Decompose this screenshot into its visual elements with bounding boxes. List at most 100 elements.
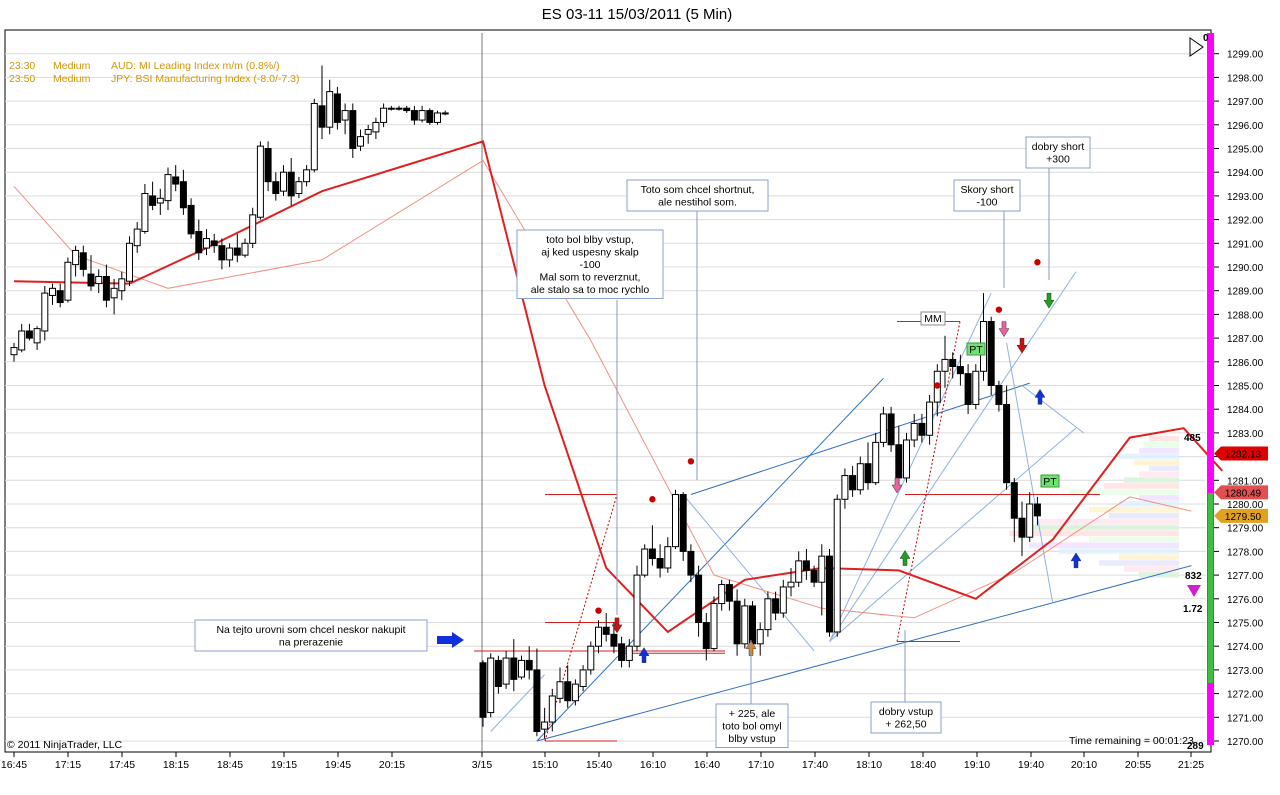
- x-tick-label: 15:10: [532, 759, 558, 771]
- news-impact-2: Medium: [53, 73, 91, 85]
- candle-body: [1033, 503, 1041, 517]
- candle-body: [656, 558, 664, 569]
- annotation-dobry-short-box: [1025, 136, 1091, 169]
- candle-body: [741, 605, 749, 645]
- candle-body: [856, 463, 864, 491]
- candle-body: [818, 555, 826, 583]
- news-panel: 23:30 Medium AUD: MI Leading Index m/m (…: [9, 60, 300, 85]
- y-tick-label: 1284.00: [1227, 405, 1264, 416]
- price-labels: 1282.13 1280.49 1279.50: [1214, 446, 1268, 523]
- candle-body: [764, 598, 772, 631]
- x-tick-label: 18:45: [217, 759, 243, 771]
- dot-marker: [687, 458, 695, 465]
- candle-body: [179, 181, 187, 209]
- candle-body: [418, 110, 426, 121]
- y-tick-label: 1286.00: [1227, 358, 1264, 369]
- volume-profile-bar: [1124, 566, 1179, 572]
- y-tick-label: 1272.00: [1227, 690, 1264, 701]
- x-tick-label: 16:45: [1, 759, 27, 771]
- price-label-box: [1214, 508, 1268, 523]
- trend-line: [1006, 342, 1054, 604]
- volume-profile-bar: [1144, 441, 1179, 448]
- candle-body: [749, 605, 756, 645]
- mm-label-box: [920, 311, 946, 326]
- candle-body: [172, 176, 180, 185]
- fib-line: [544, 494, 618, 742]
- candle-body: [502, 657, 510, 685]
- arrow-down-icon: [998, 321, 1010, 338]
- volume-profile-bar: [1069, 489, 1179, 495]
- candle-body: [602, 626, 610, 635]
- dot-marker: [995, 306, 1003, 313]
- y-tick-label: 1295.00: [1227, 145, 1264, 156]
- x-tick-label: 20:55: [1125, 759, 1151, 771]
- play-icon[interactable]: [1189, 37, 1204, 57]
- annotation-blby-vstup-text: ale stalo sa to moc rychlo: [531, 284, 650, 296]
- candle-body: [410, 110, 418, 121]
- candle-body: [341, 110, 349, 121]
- candle-body: [249, 214, 257, 244]
- candle-body: [79, 252, 87, 270]
- candle-body: [787, 581, 795, 588]
- annotation-shortnut-text: ale nestihol som.: [658, 197, 737, 209]
- candle-body: [533, 669, 541, 733]
- candle-body: [56, 290, 64, 304]
- candle-body: [733, 600, 741, 645]
- x-tick-label: 19:10: [964, 759, 990, 771]
- candle-body: [702, 622, 710, 650]
- candle-body: [579, 669, 587, 687]
- candle-body: [226, 247, 234, 261]
- candle-body: [587, 645, 595, 671]
- price-label-box: [1214, 485, 1268, 500]
- candle-body: [118, 278, 126, 292]
- candle-body: [548, 695, 556, 723]
- pt-label-box: [966, 342, 986, 356]
- trend-line: [682, 494, 815, 652]
- candle-body: [318, 105, 326, 128]
- annotation-nakupit-text: na prerazenie: [279, 637, 343, 649]
- candle-body: [849, 475, 857, 491]
- price-label-box: [1214, 446, 1268, 461]
- volume-profile-bar: [1119, 501, 1179, 507]
- x-tick-label: 16:10: [640, 759, 666, 771]
- annotation-skory-short-text: -100: [976, 197, 997, 209]
- candle-body: [233, 247, 241, 256]
- candle-body: [795, 560, 803, 583]
- volume-profile-bar: [1099, 560, 1179, 566]
- trend-line: [536, 565, 1192, 742]
- volume-profile-bar: [1089, 536, 1179, 543]
- dot-marker: [934, 382, 941, 389]
- side-value-mid: 832: [1185, 571, 1202, 582]
- volume-profile-bar: [1149, 435, 1179, 442]
- candle-body: [648, 548, 656, 560]
- candle-body: [479, 662, 487, 718]
- annotation-dobry-vstup-text: dobry vstup: [879, 706, 933, 718]
- annotation-shortnut-box: [626, 179, 769, 212]
- candle-body: [1026, 503, 1034, 538]
- annotation-plus225-text: toto bol omyl: [722, 721, 782, 733]
- candle-body: [564, 681, 572, 702]
- candle-body: [333, 93, 341, 123]
- candle-body: [518, 659, 525, 678]
- price-label: 1280.49: [1225, 488, 1262, 499]
- candle-body: [833, 498, 841, 633]
- pt-label-box: [1040, 474, 1060, 488]
- y-tick-label: 1294.00: [1227, 168, 1264, 179]
- candle-body: [295, 181, 303, 195]
- candle-body: [110, 287, 118, 299]
- corner-value: 0: [1203, 33, 1209, 44]
- candle-body: [303, 169, 311, 183]
- candle-body: [264, 148, 272, 183]
- volume-profile-bar: [1139, 447, 1179, 454]
- candle-body: [41, 292, 49, 332]
- candle-body: [64, 261, 72, 301]
- candle-body: [403, 107, 411, 112]
- moving-averages: [13, 140, 1223, 634]
- y-tick-label: 1288.00: [1227, 310, 1264, 321]
- volume-profile-bar: [1109, 512, 1179, 519]
- y-tick-label: 1276.00: [1227, 595, 1264, 606]
- x-tick-label: 17:10: [748, 759, 774, 771]
- x-tick-label: 18:15: [163, 759, 189, 771]
- candle-body: [195, 230, 203, 254]
